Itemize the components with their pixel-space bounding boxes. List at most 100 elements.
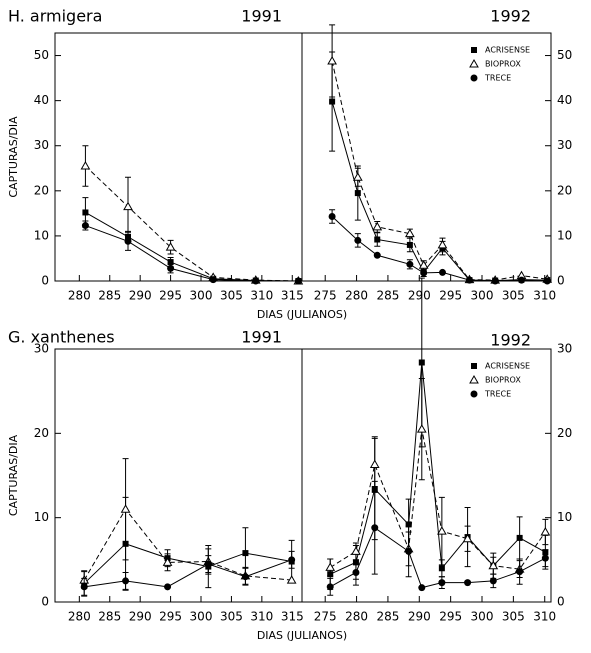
y-tick-label: 40 xyxy=(557,93,572,107)
marker-square xyxy=(438,565,445,572)
legend-marker xyxy=(471,47,477,53)
marker-circle xyxy=(80,583,88,591)
marker-triangle xyxy=(286,575,297,584)
y-tick-label: 10 xyxy=(557,228,572,242)
y-tick-label: 10 xyxy=(34,228,49,242)
marker-triangle xyxy=(162,557,173,566)
marker-circle xyxy=(464,579,472,587)
x-tick-label: 315 xyxy=(281,610,304,624)
series-line xyxy=(85,212,299,282)
marker-square xyxy=(406,241,413,248)
legend-marker xyxy=(469,58,479,68)
x-tick-label: 310 xyxy=(250,289,273,303)
x-tick-label: 290 xyxy=(408,289,431,303)
marker-circle xyxy=(518,276,526,284)
marker-triangle xyxy=(352,172,363,181)
x-tick-label: 315 xyxy=(281,289,304,303)
x-tick-label: 305 xyxy=(220,610,243,624)
y-tick-label: 30 xyxy=(557,138,572,152)
x-tick-label: 310 xyxy=(250,610,273,624)
x-tick-label: 300 xyxy=(190,610,213,624)
panel-year: 1991 xyxy=(241,328,282,347)
marker-square xyxy=(405,521,412,528)
marker-circle xyxy=(465,276,473,284)
marker-triangle xyxy=(325,562,336,571)
marker-circle xyxy=(438,268,446,276)
legend-marker xyxy=(471,363,477,369)
y-tick-label: 20 xyxy=(34,183,49,197)
legend-label: ACRISENSE xyxy=(485,46,530,55)
plot-frame xyxy=(301,348,552,603)
marker-circle xyxy=(122,577,130,585)
marker-triangle xyxy=(462,533,473,543)
x-tick-label: 305 xyxy=(502,610,525,624)
legend-label: ACRISENSE xyxy=(485,362,530,371)
marker-circle xyxy=(418,584,426,592)
series-line xyxy=(331,60,548,281)
marker-circle xyxy=(288,556,296,564)
panel-year: 1992 xyxy=(490,331,531,350)
x-axis-label: DIAS (JULIANOS) xyxy=(257,308,347,321)
x-tick-label: 285 xyxy=(98,289,121,303)
series-line xyxy=(330,362,546,575)
x-axis-label: DIAS (JULIANOS) xyxy=(257,629,347,642)
marker-circle xyxy=(252,277,260,285)
marker-circle xyxy=(354,236,362,244)
marker-triangle xyxy=(405,228,415,238)
marker-circle xyxy=(81,222,89,230)
x-tick-label: 300 xyxy=(471,610,494,624)
x-tick-label: 300 xyxy=(190,289,213,303)
legend-label: TRECE xyxy=(484,390,511,399)
y-tick-label: 20 xyxy=(557,183,572,197)
marker-circle xyxy=(420,269,428,277)
series-line xyxy=(84,559,292,588)
x-tick-label: 280 xyxy=(68,610,91,624)
marker-square xyxy=(516,534,523,541)
panel-year: 1991 xyxy=(241,7,282,26)
series-line xyxy=(329,429,546,570)
marker-circle xyxy=(541,554,549,562)
x-tick-label: 285 xyxy=(376,610,399,624)
series-line xyxy=(329,527,546,589)
y-tick-label: 20 xyxy=(557,426,572,440)
marker-triangle xyxy=(123,201,133,211)
marker-triangle xyxy=(120,504,131,513)
marker-circle xyxy=(241,573,249,581)
y-tick-label: 0 xyxy=(41,595,49,609)
marker-circle xyxy=(326,583,334,591)
x-tick-label: 280 xyxy=(345,289,368,303)
plot-frame xyxy=(301,32,552,282)
x-tick-label: 300 xyxy=(471,289,494,303)
marker-circle xyxy=(209,276,217,284)
x-tick-label: 290 xyxy=(408,610,431,624)
marker-triangle xyxy=(369,459,380,469)
legend-marker xyxy=(470,390,478,398)
marker-circle xyxy=(164,583,172,591)
plot-frame xyxy=(54,32,303,282)
marker-circle xyxy=(405,547,413,555)
marker-triangle xyxy=(416,424,427,433)
marker-circle xyxy=(167,264,175,272)
x-tick-label: 295 xyxy=(159,289,182,303)
marker-square xyxy=(167,259,174,266)
x-tick-label: 295 xyxy=(439,289,462,303)
x-tick-label: 295 xyxy=(439,610,462,624)
series-line xyxy=(85,165,299,282)
marker-square xyxy=(82,209,89,216)
x-tick-label: 285 xyxy=(376,289,399,303)
marker-circle xyxy=(294,277,302,285)
y-axis-label: CAPTURAS/DIA xyxy=(7,116,20,198)
marker-triangle xyxy=(437,526,447,535)
y-tick-label: 30 xyxy=(34,342,49,356)
y-tick-label: 50 xyxy=(34,48,49,62)
marker-triangle xyxy=(327,55,337,65)
marker-square xyxy=(329,98,336,105)
marker-square xyxy=(354,190,361,197)
marker-triangle xyxy=(488,560,499,570)
plot-frame xyxy=(54,348,303,603)
marker-circle xyxy=(204,560,212,568)
x-tick-label: 305 xyxy=(220,289,243,303)
y-tick-label: 10 xyxy=(557,510,572,524)
series-line xyxy=(331,216,548,282)
y-tick-label: 30 xyxy=(34,138,49,152)
